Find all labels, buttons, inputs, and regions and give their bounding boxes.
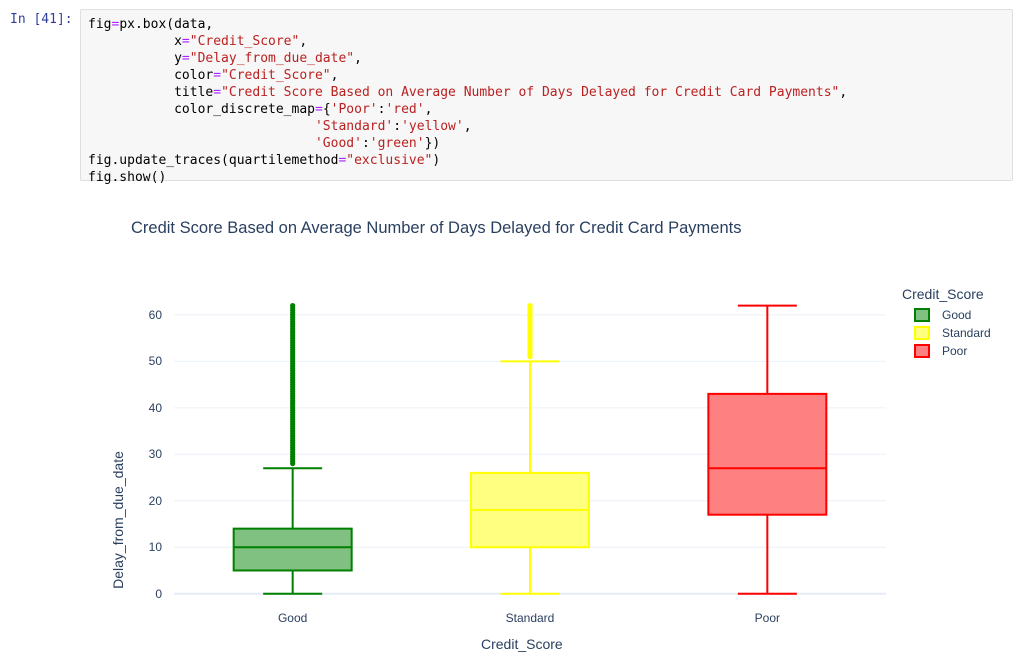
code-token: 'Good' [314, 136, 362, 151]
code-token: px.box(data, [119, 17, 214, 32]
code-token [88, 136, 315, 151]
legend-label: Standard [942, 326, 991, 340]
code-token: , [839, 85, 848, 100]
x-tick-label: Good [277, 611, 308, 625]
code-token: , [424, 102, 433, 117]
y-tick-label: 60 [148, 307, 162, 322]
y-tick-label: 30 [148, 447, 162, 462]
box-plot[interactable] [80, 195, 1024, 662]
x-axis-title: Credit_Score [481, 636, 563, 652]
box-poor [707, 392, 828, 516]
code-editor[interactable]: fig=px.box(data, x="Credit_Score", y="De… [81, 10, 1012, 186]
x-tick-label: Poor [754, 611, 780, 625]
code-token: "Credit_Score" [189, 34, 300, 49]
code-token: = [314, 102, 323, 117]
code-line: fig.show() [88, 170, 166, 185]
code-cell-input[interactable]: fig=px.box(data, x="Credit_Score", y="De… [80, 9, 1013, 185]
y-axis-title: Delay_from_due_date [110, 451, 126, 589]
code-token: = [213, 68, 222, 83]
legend-label: Poor [942, 344, 968, 358]
chart-title: Credit Score Based on Average Number of … [131, 219, 742, 237]
legend-item-poor[interactable]: Poor [902, 342, 991, 360]
code-token: , [299, 34, 308, 49]
code-line: fig=px.box(data, [88, 17, 213, 32]
code-line: fig.update_traces(quartilemethod="exclus… [88, 153, 440, 168]
code-token: "Delay_from_due_date" [189, 51, 355, 66]
legend-item-good[interactable]: Good [902, 306, 991, 324]
code-token: { [322, 102, 331, 117]
code-token [88, 119, 315, 134]
code-token: "Credit Score Based on Average Number of… [221, 85, 840, 100]
code-token: 'Standard' [314, 119, 394, 134]
code-line: x="Credit_Score", [88, 34, 307, 49]
x-tick-label: Standard [505, 611, 555, 625]
code-token: , [330, 68, 339, 83]
y-tick-label: 40 [148, 400, 162, 415]
code-token: "exclusive" [346, 153, 433, 168]
code-token: = [111, 17, 120, 32]
code-line: 'Good':'green'}) [88, 136, 440, 151]
code-token: : [377, 102, 386, 117]
y-tick-label: 0 [155, 586, 162, 601]
code-token: color [88, 68, 214, 83]
code-line: title="Credit Score Based on Average Num… [88, 85, 847, 100]
cell-prompt: In [41]: [10, 12, 73, 27]
code-token: ) [432, 153, 441, 168]
code-token: fig.show() [88, 170, 167, 185]
code-token: y [88, 51, 182, 66]
code-token: = [213, 85, 222, 100]
code-token: , [463, 119, 472, 134]
code-token: "Credit_Score" [221, 68, 331, 83]
code-token: fig [88, 17, 112, 32]
code-line: 'Standard':'yellow', [88, 119, 472, 134]
legend-item-standard[interactable]: Standard [902, 324, 991, 342]
code-token: = [338, 153, 347, 168]
code-token: x [88, 34, 182, 49]
outlier-point [527, 302, 533, 309]
y-tick-label: 50 [148, 354, 162, 369]
legend-label: Good [942, 308, 972, 322]
code-line: color_discrete_map={'Poor':'red', [88, 102, 432, 117]
legend-swatch [914, 308, 930, 322]
code-token: title [88, 85, 214, 100]
output-area: Credit Score Based on Average Number of … [80, 195, 1024, 662]
code-token: 'yellow' [401, 119, 464, 134]
outlier-point [290, 302, 296, 309]
y-tick-label: 20 [148, 493, 162, 508]
code-line: y="Delay_from_due_date", [88, 51, 362, 66]
code-token: = [181, 51, 190, 66]
code-token: color_discrete_map [88, 102, 315, 117]
code-token: : [393, 119, 402, 134]
code-token: : [361, 136, 370, 151]
code-token: 'green' [369, 136, 425, 151]
y-tick-label: 10 [148, 540, 162, 555]
code-token: 'red' [385, 102, 425, 117]
legend-swatch [914, 344, 930, 358]
code-token: = [181, 34, 190, 49]
box-good [232, 527, 353, 572]
legend: Credit_Score Good Standard Poor [902, 286, 991, 360]
code-token: fig.update_traces(quartilemethod [88, 153, 339, 168]
code-line: color="Credit_Score", [88, 68, 338, 83]
legend-swatch [914, 326, 930, 340]
code-token: }) [424, 136, 441, 151]
code-token: , [354, 51, 362, 66]
legend-title: Credit_Score [902, 286, 984, 302]
code-token: 'Poor' [330, 102, 378, 117]
